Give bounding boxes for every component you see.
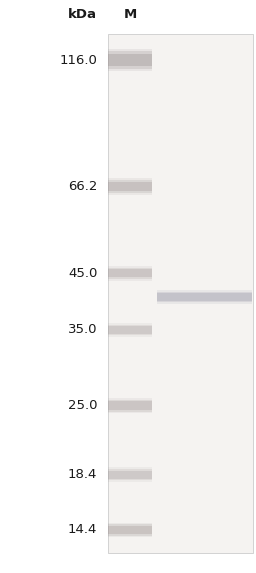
FancyBboxPatch shape [108, 326, 152, 333]
FancyBboxPatch shape [108, 178, 152, 195]
Text: M: M [123, 8, 137, 21]
Text: 25.0: 25.0 [68, 399, 97, 412]
FancyBboxPatch shape [108, 180, 152, 193]
FancyBboxPatch shape [108, 398, 152, 413]
FancyBboxPatch shape [108, 268, 152, 279]
Text: 66.2: 66.2 [68, 180, 97, 193]
Text: 14.4: 14.4 [68, 523, 97, 536]
FancyBboxPatch shape [108, 399, 152, 411]
FancyBboxPatch shape [157, 291, 252, 304]
FancyBboxPatch shape [108, 526, 152, 534]
FancyBboxPatch shape [108, 54, 152, 66]
Text: 35.0: 35.0 [68, 323, 97, 336]
FancyBboxPatch shape [108, 49, 152, 72]
FancyBboxPatch shape [108, 269, 152, 277]
FancyBboxPatch shape [108, 51, 152, 69]
FancyBboxPatch shape [108, 182, 152, 191]
FancyBboxPatch shape [108, 325, 152, 335]
Text: 116.0: 116.0 [59, 53, 97, 66]
FancyBboxPatch shape [157, 292, 252, 302]
FancyBboxPatch shape [108, 34, 253, 553]
FancyBboxPatch shape [157, 293, 252, 301]
FancyBboxPatch shape [108, 323, 152, 336]
FancyBboxPatch shape [108, 469, 152, 480]
Text: 18.4: 18.4 [68, 468, 97, 481]
FancyBboxPatch shape [108, 266, 152, 281]
FancyBboxPatch shape [108, 468, 152, 482]
FancyBboxPatch shape [108, 401, 152, 410]
Text: 45.0: 45.0 [68, 267, 97, 280]
FancyBboxPatch shape [108, 470, 152, 478]
FancyBboxPatch shape [108, 524, 152, 536]
FancyBboxPatch shape [108, 523, 152, 537]
Text: kDa: kDa [68, 8, 97, 21]
